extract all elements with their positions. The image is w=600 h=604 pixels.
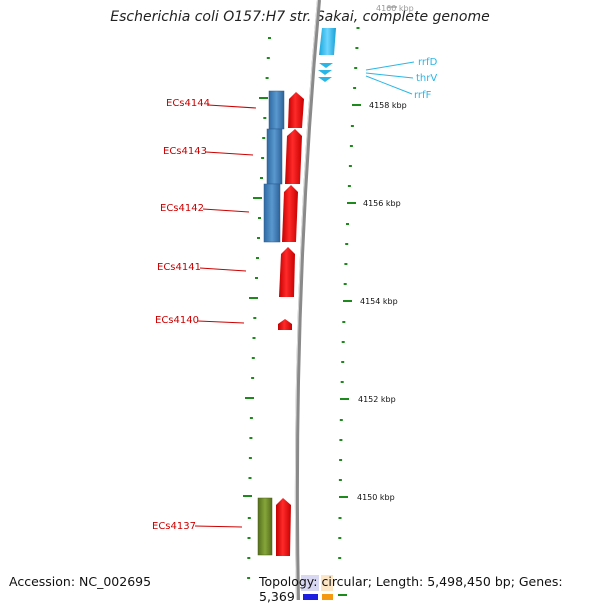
rrfd-marker[interactable] <box>319 63 333 68</box>
legend-swatch-blue <box>303 594 318 600</box>
rna-label-thrv: thrV <box>416 73 437 84</box>
tick-label-4158: 4158 kbp <box>369 101 407 110</box>
tick-label-4152: 4152 kbp <box>358 395 396 404</box>
blue-feature-block[interactable] <box>263 90 285 243</box>
cds-arrow-ecs4142[interactable] <box>282 185 298 242</box>
map-title: Escherichia coli O157:H7 str. Sakai, com… <box>110 9 490 25</box>
cds-arrow-ecs4144[interactable] <box>288 92 304 128</box>
cds-arrow-ecs4143[interactable] <box>285 129 302 184</box>
gene-label-ecs4143: ECs4143 <box>163 146 207 157</box>
cds-arrow-ecs4140[interactable] <box>278 319 292 330</box>
tick-label-4156: 4156 kbp <box>363 199 401 208</box>
rna-leaders <box>365 61 415 95</box>
accession-text: Accession: NC_002695 <box>9 574 152 589</box>
rna-label-rrfd: rrfD <box>418 57 438 68</box>
outer-dot-track <box>338 6 397 596</box>
gene-label-ecs4142: ECs4142 <box>160 203 204 214</box>
tick-label-4160: 4160 kbp <box>376 4 414 13</box>
gene-label-ecs4137: ECs4137 <box>152 521 196 532</box>
cds-arrow-ecs4137[interactable] <box>276 498 291 556</box>
gene-label-ecs4141: ECs4141 <box>157 262 201 273</box>
legend-swatch-orange <box>321 575 333 591</box>
rrna-feature-top[interactable] <box>319 28 336 55</box>
gene-label-ecs4140: ECs4140 <box>155 315 199 326</box>
gene-leaders <box>194 104 257 528</box>
legend-swatch-amber <box>322 594 333 600</box>
rrff-marker[interactable] <box>318 77 332 82</box>
legend-swatch-lavender <box>301 575 319 591</box>
thrv-marker[interactable] <box>318 70 332 75</box>
rna-label-rrff: rrfF <box>414 90 432 101</box>
inner-dot-track <box>243 37 271 579</box>
genome-backbone <box>294 0 321 600</box>
gene-label-ecs4144: ECs4144 <box>166 98 210 109</box>
cds-arrow-ecs4141[interactable] <box>279 247 295 297</box>
genome-backbone-highlight <box>294 0 318 600</box>
tick-label-4150: 4150 kbp <box>357 493 395 502</box>
tick-label-4154: 4154 kbp <box>360 297 398 306</box>
green-feature[interactable] <box>257 497 273 556</box>
